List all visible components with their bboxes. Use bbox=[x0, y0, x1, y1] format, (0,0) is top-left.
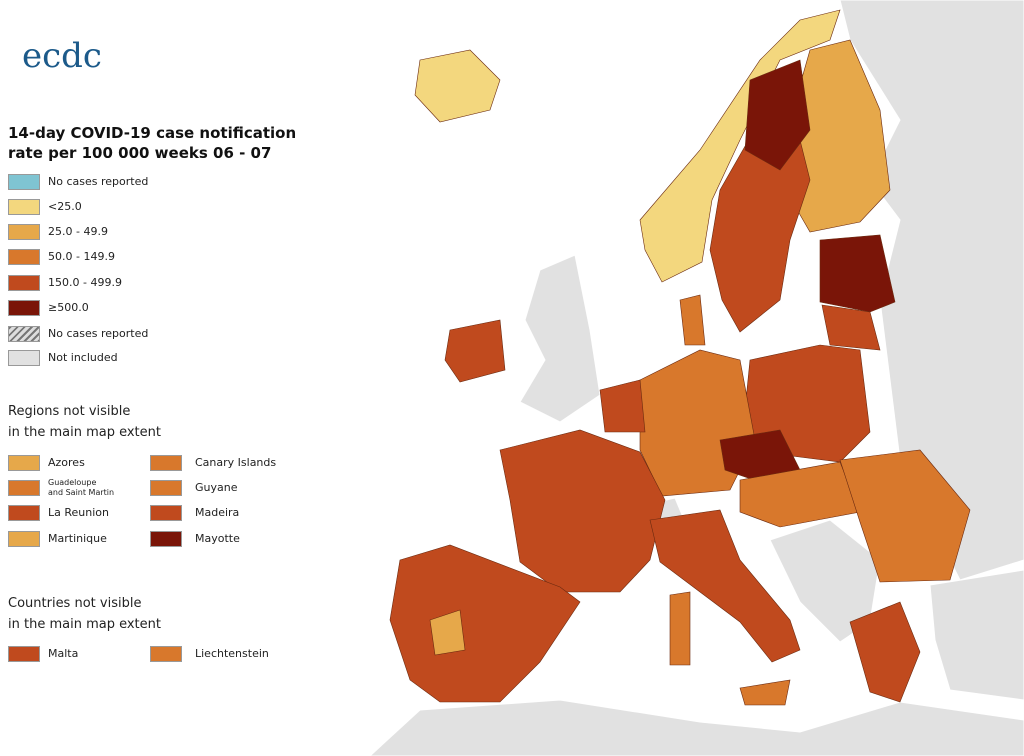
legend-label: Malta bbox=[48, 647, 79, 660]
legend-swatch bbox=[150, 480, 182, 496]
legend-swatch bbox=[8, 199, 40, 215]
legend-swatch bbox=[150, 455, 182, 471]
legend-label: Canary Islands bbox=[195, 456, 277, 469]
legend-swatch bbox=[8, 224, 40, 240]
legend-label: <25.0 bbox=[48, 200, 82, 213]
legend-label: and Saint Martin bbox=[48, 488, 115, 497]
legend-swatch bbox=[8, 505, 40, 521]
legend-label: Liechtenstein bbox=[195, 647, 269, 660]
legend-swatch bbox=[8, 646, 40, 662]
logo: ecdc bbox=[22, 36, 102, 76]
legend-label: Madeira bbox=[195, 506, 240, 519]
legend-label: 25.0 - 49.9 bbox=[48, 225, 108, 238]
legend-label: ≥500.0 bbox=[48, 301, 89, 314]
legend-swatch bbox=[8, 350, 40, 366]
section-heading: Regions not visible bbox=[8, 404, 131, 419]
legend-swatch bbox=[8, 275, 40, 291]
legend-swatch bbox=[8, 300, 40, 316]
legend-label: La Reunion bbox=[48, 506, 109, 519]
legend-swatch bbox=[8, 174, 40, 190]
legend-swatch bbox=[8, 455, 40, 471]
legend-swatch bbox=[150, 646, 182, 662]
legend-label: 150.0 - 499.9 bbox=[48, 276, 122, 289]
legend-label: Not included bbox=[48, 351, 118, 364]
legend-label: Martinique bbox=[48, 532, 107, 545]
legend-swatch bbox=[150, 505, 182, 521]
legend-label: No cases reported bbox=[48, 175, 149, 188]
legend-label: 50.0 - 149.9 bbox=[48, 250, 115, 263]
legend-label: Mayotte bbox=[195, 532, 240, 545]
legend-label: Guyane bbox=[195, 481, 238, 494]
legend-label: No cases reported bbox=[48, 327, 149, 340]
legend-label: Azores bbox=[48, 456, 85, 469]
legend-swatch bbox=[8, 531, 40, 547]
not-included-land bbox=[369, 0, 1024, 756]
section-heading: in the main map extent bbox=[8, 425, 161, 440]
legend-swatch bbox=[150, 531, 182, 547]
map-title: 14-day COVID-19 case notification bbox=[8, 124, 297, 142]
countries bbox=[389, 9, 971, 706]
legend-label: Guadeloupe bbox=[48, 478, 97, 487]
section-heading: Countries not visible bbox=[8, 596, 142, 611]
legend-swatch bbox=[8, 249, 40, 265]
section-heading: in the main map extent bbox=[8, 617, 161, 632]
legend-swatch bbox=[8, 326, 40, 342]
map-title: rate per 100 000 weeks 06 - 07 bbox=[8, 144, 272, 162]
legend-swatch bbox=[8, 480, 40, 496]
